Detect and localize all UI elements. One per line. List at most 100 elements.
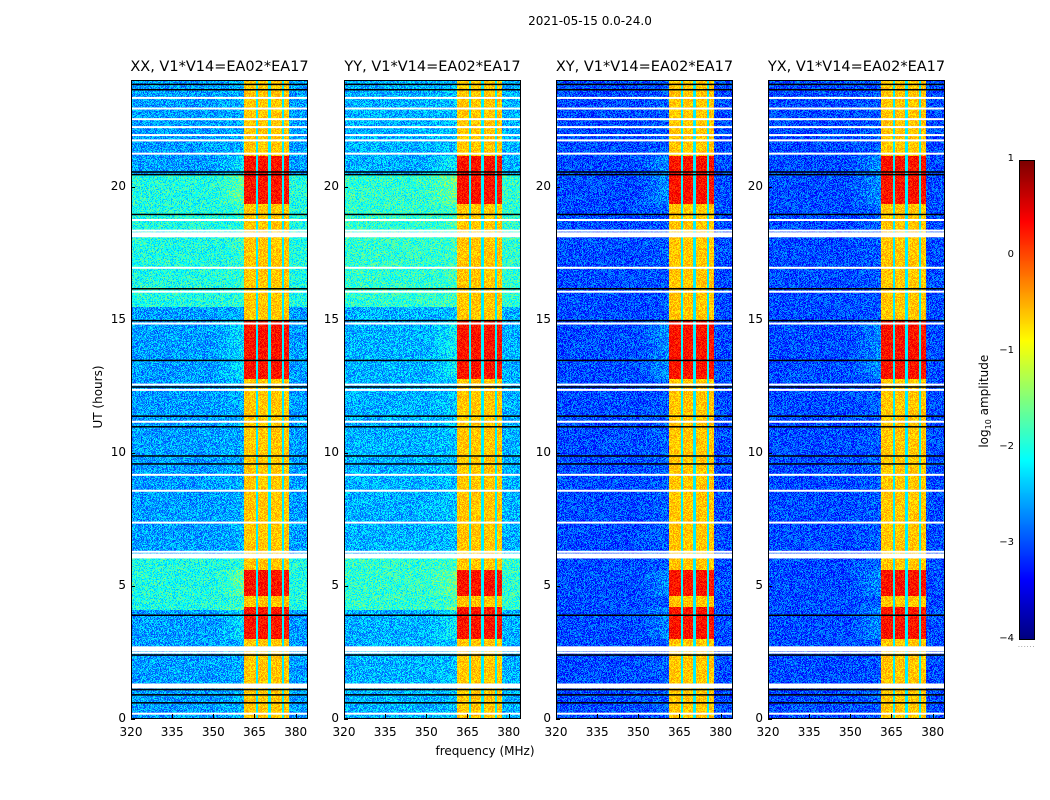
x-tick-mark bbox=[172, 714, 174, 718]
colorbar-tick-label: −1 bbox=[999, 345, 1014, 356]
x-tick-mark bbox=[891, 714, 893, 718]
x-axis-label: frequency (MHz) bbox=[435, 744, 535, 758]
x-tick-label: 365 bbox=[243, 725, 266, 739]
x-tick-label: 320 bbox=[544, 725, 568, 739]
x-tick-mark bbox=[131, 714, 132, 718]
x-tick-label: 335 bbox=[160, 725, 184, 739]
spectrogram-panel-xx bbox=[131, 80, 308, 719]
y-tick-label: 5 bbox=[755, 577, 763, 592]
x-tick-label: 365 bbox=[668, 725, 691, 739]
panel-title-yx: YX, V1*V14=EA02*EA17 bbox=[767, 59, 946, 75]
x-tick-mark bbox=[213, 714, 215, 718]
y-tick-label: 5 bbox=[331, 577, 339, 592]
y-tick-mark bbox=[131, 452, 135, 454]
colorbar-tick-label: 0 bbox=[1007, 249, 1014, 260]
y-axis-label: UT (hours) bbox=[91, 365, 105, 429]
x-tick-mark bbox=[720, 714, 722, 718]
y-tick-label: 20 bbox=[323, 178, 339, 193]
y-tick-label: 10 bbox=[110, 444, 126, 459]
x-tick-label: 350 bbox=[414, 725, 438, 739]
x-tick-label: 350 bbox=[838, 725, 862, 739]
panel-title-xy: XY, V1*V14=EA02*EA17 bbox=[555, 59, 734, 75]
x-tick-mark bbox=[679, 714, 681, 718]
x-tick-mark bbox=[295, 714, 297, 718]
spectrogram-panel-yx bbox=[768, 80, 945, 719]
x-tick-label: 350 bbox=[626, 725, 650, 739]
y-tick-label: 15 bbox=[535, 311, 551, 326]
y-tick-mark bbox=[131, 186, 135, 188]
x-tick-mark bbox=[254, 714, 256, 718]
colorbar-extend-marker: ...... bbox=[1018, 642, 1036, 649]
y-tick-mark bbox=[344, 319, 348, 321]
x-tick-label: 320 bbox=[119, 725, 143, 739]
x-tick-label: 320 bbox=[756, 725, 780, 739]
y-tick-mark bbox=[768, 585, 772, 587]
x-tick-mark bbox=[344, 714, 345, 718]
y-tick-mark bbox=[768, 452, 772, 454]
y-tick-mark bbox=[556, 719, 560, 720]
y-tick-mark bbox=[344, 585, 348, 587]
y-tick-label: 5 bbox=[118, 577, 126, 592]
x-tick-mark bbox=[638, 714, 640, 718]
y-tick-mark bbox=[768, 319, 772, 321]
y-tick-label: 5 bbox=[543, 577, 551, 592]
x-tick-label: 335 bbox=[585, 725, 609, 739]
y-tick-mark bbox=[344, 186, 348, 188]
y-tick-mark bbox=[131, 585, 135, 587]
x-tick-label: 350 bbox=[201, 725, 225, 739]
x-tick-label: 335 bbox=[373, 725, 397, 739]
panel-title-yy: YY, V1*V14=EA02*EA17 bbox=[344, 59, 521, 75]
y-tick-label: 15 bbox=[747, 311, 763, 326]
x-tick-mark bbox=[809, 714, 811, 718]
x-tick-label: 380 bbox=[284, 725, 308, 739]
panel-title-xx: XX, V1*V14=EA02*EA17 bbox=[130, 59, 309, 75]
y-tick-mark bbox=[131, 319, 135, 321]
x-tick-label: 365 bbox=[456, 725, 479, 739]
y-tick-mark bbox=[344, 719, 348, 720]
y-tick-label: 20 bbox=[747, 178, 763, 193]
colorbar-gradient bbox=[1020, 161, 1034, 639]
y-tick-mark bbox=[556, 186, 560, 188]
x-tick-mark bbox=[597, 714, 599, 718]
x-tick-label: 380 bbox=[497, 725, 521, 739]
heatmap-yx bbox=[769, 81, 944, 718]
y-tick-label: 15 bbox=[323, 311, 339, 326]
x-tick-mark bbox=[426, 714, 428, 718]
y-tick-label: 20 bbox=[535, 178, 551, 193]
y-tick-mark bbox=[556, 452, 560, 454]
heatmap-xx bbox=[132, 81, 307, 718]
colorbar-label-sub: 10 bbox=[984, 419, 994, 430]
y-tick-mark bbox=[556, 585, 560, 587]
figure-title: 2021-05-15 0.0-24.0 bbox=[528, 14, 652, 28]
spectrogram-panel-yy bbox=[344, 80, 521, 719]
x-tick-label: 365 bbox=[880, 725, 903, 739]
heatmap-xy bbox=[557, 81, 732, 718]
y-tick-label: 10 bbox=[323, 444, 339, 459]
colorbar bbox=[1019, 160, 1035, 640]
colorbar-tick-label: −3 bbox=[999, 537, 1014, 548]
x-tick-mark bbox=[556, 714, 557, 718]
y-tick-label: 15 bbox=[110, 311, 126, 326]
colorbar-tick-label: −4 bbox=[999, 633, 1014, 644]
y-tick-label: 0 bbox=[331, 711, 339, 725]
x-tick-label: 320 bbox=[332, 725, 356, 739]
x-tick-mark bbox=[850, 714, 852, 718]
y-tick-label: 0 bbox=[755, 711, 763, 725]
y-tick-mark bbox=[344, 452, 348, 454]
y-tick-mark bbox=[768, 186, 772, 188]
x-tick-mark bbox=[508, 714, 510, 718]
x-tick-mark bbox=[768, 714, 769, 718]
y-tick-mark bbox=[768, 719, 772, 720]
colorbar-label-prefix: log bbox=[976, 429, 991, 448]
y-tick-label: 0 bbox=[118, 711, 126, 725]
colorbar-tick-label: −2 bbox=[999, 441, 1014, 452]
colorbar-tick-label: 1 bbox=[1007, 153, 1014, 164]
colorbar-label-suffix: amplitude bbox=[976, 354, 991, 420]
y-tick-mark bbox=[131, 719, 135, 720]
y-tick-label: 0 bbox=[543, 711, 551, 725]
x-tick-label: 335 bbox=[797, 725, 821, 739]
y-tick-label: 20 bbox=[110, 178, 126, 193]
y-tick-label: 10 bbox=[747, 444, 763, 459]
spectrogram-panel-xy bbox=[556, 80, 733, 719]
x-tick-label: 380 bbox=[709, 725, 733, 739]
